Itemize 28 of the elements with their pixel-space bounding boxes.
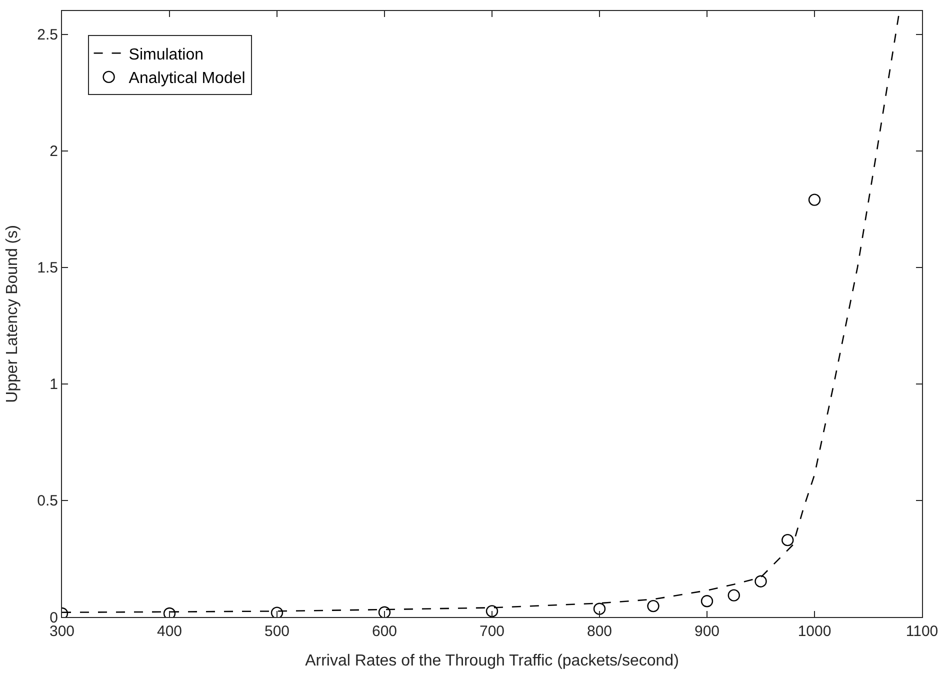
legend-label: Simulation <box>128 46 204 64</box>
point <box>163 607 176 617</box>
point <box>378 606 391 617</box>
y-tick-label: 0.5 <box>37 492 58 510</box>
y-tick-label: 1 <box>50 376 58 394</box>
x-tick-label: 1100 <box>906 623 938 640</box>
point <box>486 605 498 617</box>
point <box>270 606 284 617</box>
point <box>754 575 767 588</box>
point <box>782 534 794 546</box>
point <box>700 595 714 608</box>
x-tick-label: 1000 <box>798 623 832 640</box>
x-tick-label: 600 <box>372 623 398 640</box>
point <box>647 600 660 612</box>
point <box>728 589 740 602</box>
y-tick-label: 1.5 <box>37 260 58 277</box>
x-tick-label: 500 <box>264 623 290 640</box>
x-tick-label: 700 <box>479 623 505 640</box>
legend-label: Analytical Model <box>128 70 246 88</box>
point <box>593 602 606 615</box>
x-tick-label: 400 <box>156 623 182 640</box>
x-tick-label: 900 <box>694 623 720 640</box>
point <box>808 194 821 206</box>
y-axis-title: Upper Latency Bound (s) <box>4 225 22 403</box>
x-tick-label: 800 <box>586 623 612 640</box>
x-axis-title: Arrival Rates of the Through Traffic (packets/second) <box>305 652 679 670</box>
y-tick-label: 2.5 <box>37 26 58 44</box>
y-tick-label: 2 <box>50 143 58 160</box>
